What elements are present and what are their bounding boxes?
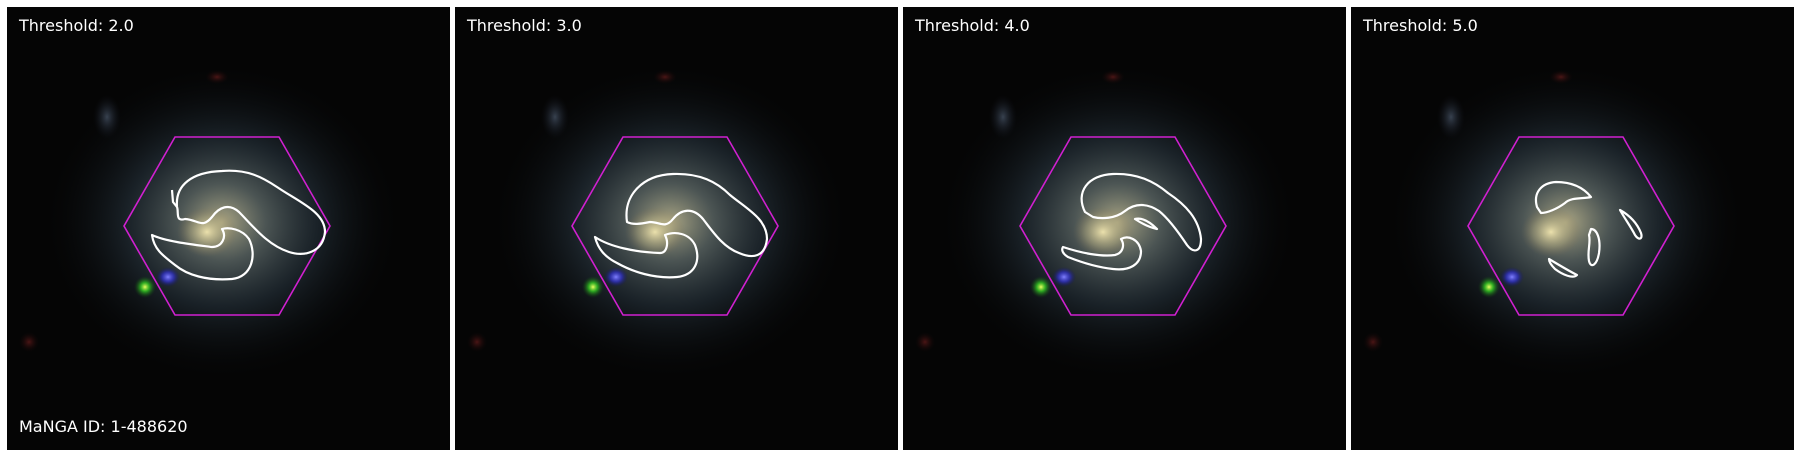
panel-threshold-4: Threshold: 4.0 bbox=[903, 7, 1346, 450]
spiral-contours bbox=[593, 172, 769, 279]
panel-threshold-2: Threshold: 2.0 MaNGA ID: 1-488620 bbox=[7, 7, 450, 450]
manga-id-label: MaNGA ID: 1-488620 bbox=[19, 417, 188, 436]
threshold-label: Threshold: 4.0 bbox=[915, 16, 1030, 35]
threshold-label: Threshold: 3.0 bbox=[467, 16, 582, 35]
threshold-label: Threshold: 2.0 bbox=[19, 16, 134, 35]
panel-threshold-5: Threshold: 5.0 bbox=[1351, 7, 1794, 450]
galaxy-image bbox=[1351, 7, 1794, 450]
galaxy-image bbox=[7, 7, 450, 450]
spiral-contours bbox=[1534, 180, 1643, 278]
threshold-label: Threshold: 5.0 bbox=[1363, 16, 1478, 35]
panel-threshold-3: Threshold: 3.0 bbox=[455, 7, 898, 450]
spiral-contours bbox=[150, 169, 327, 281]
spiral-contours bbox=[1061, 172, 1203, 271]
galaxy-image bbox=[903, 7, 1346, 450]
galaxy-image bbox=[455, 7, 898, 450]
